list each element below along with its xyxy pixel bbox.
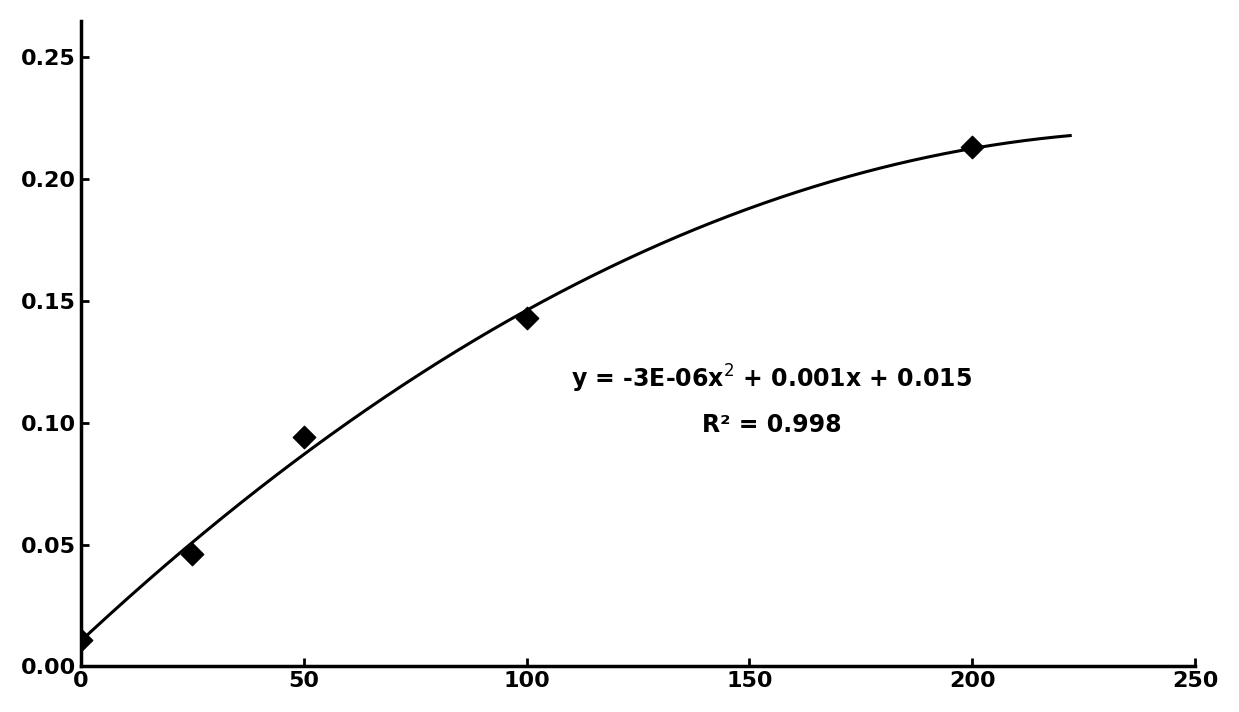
Point xyxy=(71,634,90,645)
Point xyxy=(517,313,536,324)
Point xyxy=(294,431,313,443)
Text: R² = 0.998: R² = 0.998 xyxy=(701,413,841,437)
Point xyxy=(182,548,202,560)
Point xyxy=(963,142,983,153)
Text: y = -3E-06x$^{2}$ + 0.001x + 0.015: y = -3E-06x$^{2}$ + 0.001x + 0.015 xyxy=(571,363,973,395)
